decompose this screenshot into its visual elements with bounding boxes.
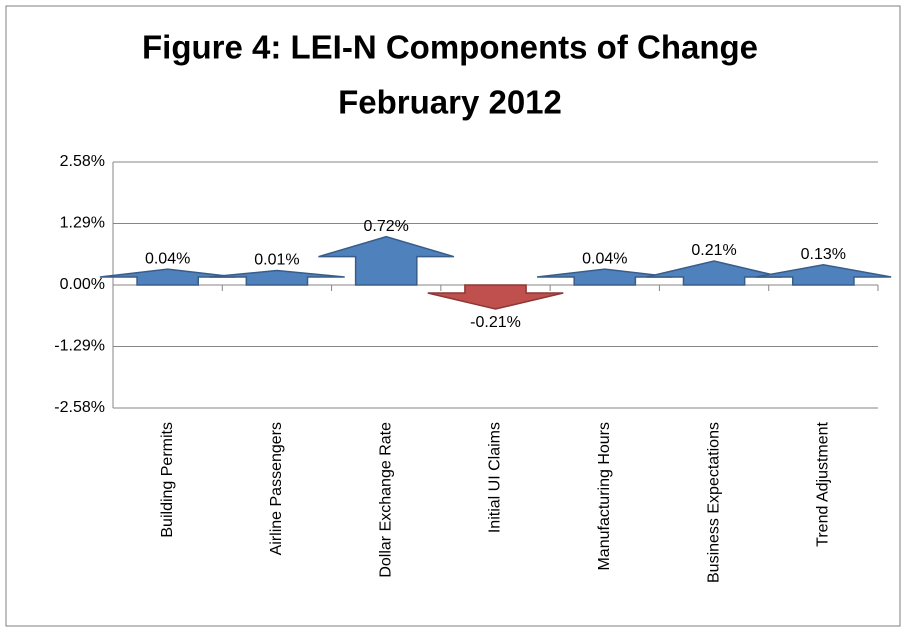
chart-title: Figure 4: LEI-N Components of Change <box>142 29 758 66</box>
value-label: 0.13% <box>801 246 846 263</box>
value-label: 0.72% <box>364 218 409 235</box>
x-tick-label: Airline Passengers <box>268 422 285 555</box>
arrow-bar <box>755 264 892 286</box>
value-label: 0.01% <box>254 252 299 269</box>
arrow-bar <box>99 268 236 286</box>
value-label: 0.04% <box>582 250 627 267</box>
x-tick-label: Building Permits <box>159 422 176 538</box>
y-tick-label: 2.58% <box>60 153 105 170</box>
value-label: -0.21% <box>470 314 521 331</box>
value-label: 0.21% <box>691 242 736 259</box>
x-tick-label: Dollar Exchange Rate <box>377 422 394 578</box>
arrow-bar <box>536 268 673 286</box>
arrow-bar <box>646 260 783 286</box>
arrow-bar <box>209 269 345 286</box>
x-tick-label: Initial UI Claims <box>487 422 504 533</box>
value-label: 0.04% <box>145 250 190 267</box>
y-tick-label: -1.29% <box>54 338 105 355</box>
arrow-bar <box>318 235 455 286</box>
x-tick-label: Manufacturing Hours <box>596 422 613 571</box>
arrow-bar <box>427 284 564 310</box>
x-tick-label: Business Expectations <box>705 422 722 583</box>
x-tick-label: Trend Adjustment <box>815 421 832 546</box>
chart-frame <box>5 5 901 627</box>
chart-subtitle: February 2012 <box>338 84 562 121</box>
y-tick-label: 0.00% <box>60 276 105 293</box>
y-tick-label: -2.58% <box>54 399 105 416</box>
y-tick-label: 1.29% <box>60 215 105 232</box>
